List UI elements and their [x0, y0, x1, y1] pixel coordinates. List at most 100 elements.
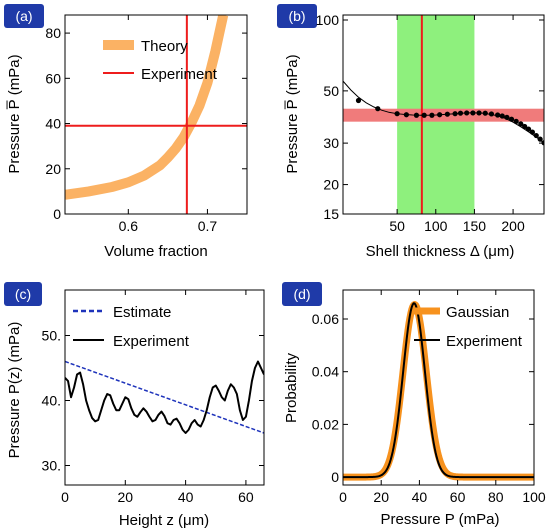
panel-a-ylabel: Pressure P̅ (mPa)	[6, 54, 23, 173]
gaussian-curve	[343, 300, 534, 481]
panel-b: (b) 50 100 150 200 15 20 30 50 100 Shell thickne…	[277, 4, 545, 260]
d-ytick-label-2: 0.04	[312, 364, 339, 380]
d-xtick-label-0: 0	[339, 489, 347, 505]
data-point	[421, 112, 427, 118]
panel-c-ylabel: Pressure P(z) (mPa)	[6, 322, 23, 459]
b-xtick-label-2: 150	[463, 218, 487, 234]
data-point	[537, 136, 543, 142]
data-point	[429, 112, 435, 118]
experiment-curve-d	[343, 302, 534, 479]
experiment-curve-c	[65, 360, 264, 434]
legend-c-experiment-label: Experiment	[113, 333, 190, 350]
badge-a-text: (a)	[15, 8, 32, 24]
data-point	[375, 106, 381, 112]
estimate-line	[65, 360, 264, 434]
data-point	[394, 111, 400, 117]
data-point	[464, 110, 470, 116]
panel-d-legend: Gaussian Experiment	[414, 304, 523, 350]
panel-c-plot-area	[65, 360, 264, 434]
a-ytick-label-1: 20	[45, 161, 61, 177]
badge-d	[282, 282, 322, 306]
d-xtick-label-3: 60	[450, 489, 466, 505]
data-point	[452, 111, 458, 117]
panel-c: (c) 0 20 40 60 30. 40. 50. Estimate Experiment…	[4, 282, 265, 529]
d-ytick-label-0: 0	[331, 469, 339, 485]
data-point	[499, 113, 505, 119]
panel-b-ticks: 50 100 150 200 15 20 30 50 100	[316, 12, 544, 234]
panel-c-frame	[64, 289, 265, 486]
b-ytick-label-3: 50	[323, 83, 339, 99]
c-ytick-label-1: 40.	[42, 393, 61, 409]
b-ytick-label-2: 30	[323, 135, 339, 151]
theory-curve	[65, 15, 229, 200]
a-xtick-label-1: 0.7	[198, 218, 218, 234]
panel-d-ylabel: Probability	[283, 352, 300, 423]
data-point	[457, 110, 464, 116]
panel-d: (d) 0 20 40 60 80 100 0 0.02 0.04 0.06 Gaussian E…	[282, 282, 546, 528]
b-ytick-label-4: 100	[316, 12, 340, 28]
d-ytick-label-1: 0.02	[312, 416, 339, 432]
legend-d-experiment-label: Experiment	[446, 333, 523, 350]
data-point	[513, 118, 519, 124]
panel-d-frame	[342, 289, 535, 486]
panel-a-plot-area	[65, 15, 247, 214]
c-xtick-label-2: 40	[178, 489, 194, 505]
a-ytick-label-3: 60	[45, 70, 61, 86]
panel-d-ticks: 0 20 40 60 80 100 0 0.02 0.04 0.06	[312, 290, 546, 505]
panel-d-plot-area	[343, 300, 534, 481]
data-point	[403, 112, 409, 118]
data-point	[476, 110, 482, 116]
d-xtick-label-1: 20	[373, 489, 389, 505]
b-ytick-label-1: 20	[323, 177, 339, 193]
badge-b-text: (b)	[288, 8, 305, 24]
panel-b-frame	[342, 14, 545, 215]
b-xtick-label-3: 200	[501, 218, 525, 234]
data-point	[437, 112, 443, 118]
panel-c-xlabel: Height z (μm)	[119, 512, 209, 529]
red-band	[343, 108, 544, 122]
data-point	[482, 110, 488, 116]
panel-c-legend: Estimate Experiment	[73, 304, 190, 350]
data-point	[518, 121, 524, 127]
c-ytick-label-2: 50.	[42, 328, 61, 344]
c-xtick-label-1: 20	[118, 489, 134, 505]
panel-b-xlabel: Shell thickness Δ (μm)	[366, 243, 515, 260]
a-ytick-label-4: 80	[45, 25, 61, 41]
c-ytick-label-0: 30.	[42, 458, 61, 474]
panel-d-xlabel: Pressure P (mPa)	[381, 511, 500, 528]
legend-theory-label: Theory	[141, 38, 188, 55]
data-point	[529, 129, 536, 135]
b-xtick-label-1: 100	[424, 218, 448, 234]
c-xtick-label-0: 0	[61, 489, 69, 505]
c-xtick-label-3: 60	[238, 489, 254, 505]
badge-a	[4, 4, 44, 28]
data-point	[533, 132, 539, 139]
d-xtick-label-5: 100	[522, 489, 546, 505]
d-ytick-label-3: 0.06	[312, 311, 339, 327]
panel-a: (a) 0.6 0.7 0 20 40 60 80 Theory Experiment Vo…	[4, 4, 248, 260]
panel-a-legend: Theory Experiment	[103, 38, 218, 83]
data-point	[525, 126, 532, 132]
data-point	[470, 110, 476, 116]
data-point	[495, 112, 501, 118]
b-xtick-label-0: 50	[389, 218, 405, 234]
panel-a-frame	[64, 14, 248, 215]
panel-a-ticks: 0.6 0.7 0 20 40 60 80	[45, 15, 247, 234]
panel-c-ticks: 0 20 40 60 30. 40. 50.	[42, 290, 264, 505]
b-ytick-label-0: 15	[323, 206, 339, 222]
a-ytick-label-2: 40	[45, 116, 61, 132]
data-point	[444, 111, 450, 117]
data-point	[413, 112, 420, 118]
panel-a-xlabel: Volume fraction	[104, 243, 207, 260]
data-point	[522, 123, 528, 130]
d-xtick-label-2: 40	[412, 489, 428, 505]
badge-b	[277, 4, 317, 28]
badge-c-text: (c)	[15, 286, 31, 302]
panel-b-plot-area	[343, 15, 544, 214]
legend-experiment-label: Experiment	[141, 66, 218, 83]
badge-c	[4, 282, 42, 306]
a-ytick-label-0: 0	[53, 206, 61, 222]
a-xtick-label-0: 0.6	[119, 218, 139, 234]
legend-gaussian-label: Gaussian	[446, 304, 509, 321]
